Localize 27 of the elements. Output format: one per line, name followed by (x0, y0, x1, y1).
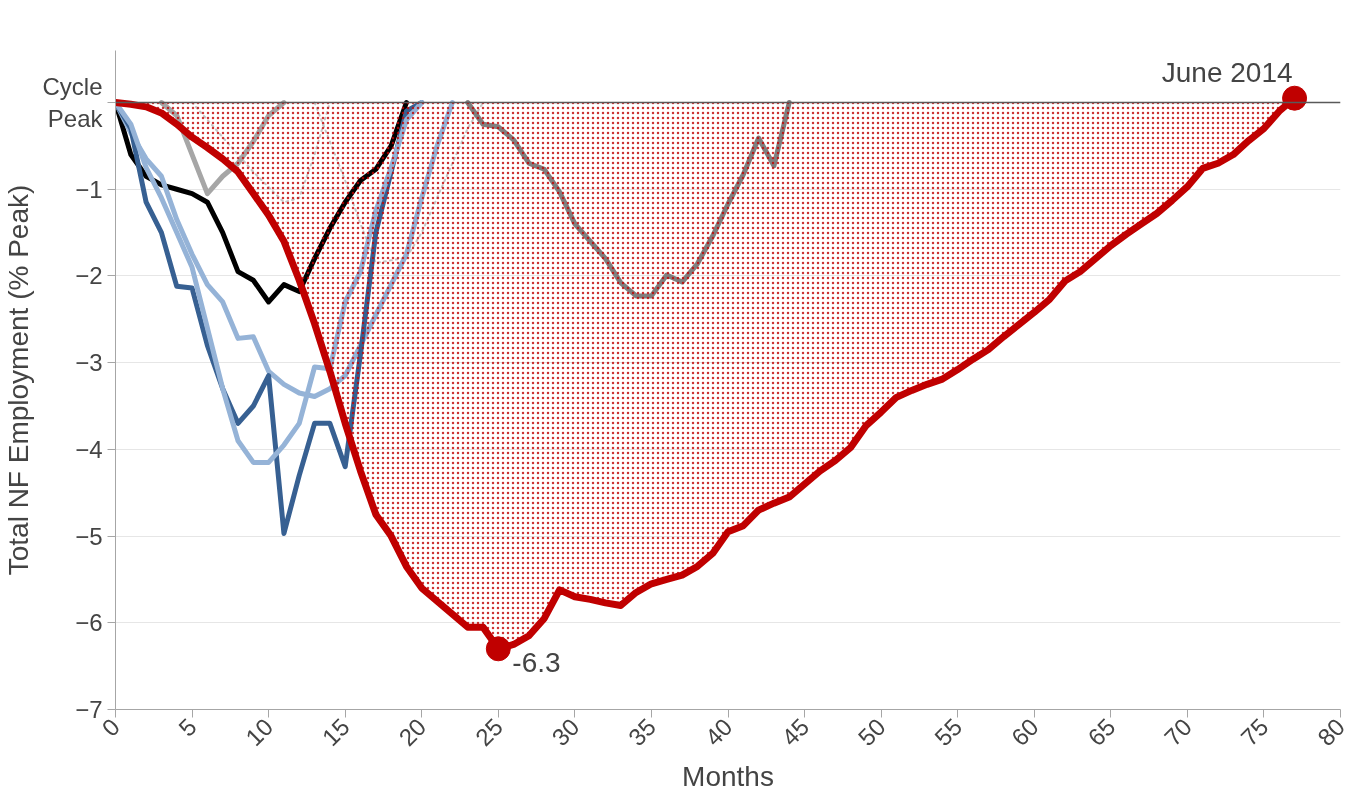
x-tick-label: 30 (546, 712, 585, 751)
x-tick-label: 10 (240, 712, 279, 751)
y-axis-title: Total NF Employment (% Peak) (3, 184, 35, 576)
annotation: June 2014 (1161, 57, 1293, 89)
x-tick-label: 80 (1312, 712, 1351, 751)
x-tick-label: 20 (393, 712, 432, 751)
x-tick-label: 35 (623, 712, 661, 751)
x-tick-label: 55 (929, 712, 968, 751)
x-tick-label: 45 (776, 712, 815, 751)
x-tick-label: 50 (852, 712, 891, 751)
y-tick-label: −4 (75, 435, 103, 463)
x-tick-label: 75 (1235, 712, 1274, 751)
x-tick-label: 15 (316, 712, 355, 751)
x-tick-label: 60 (1005, 712, 1044, 751)
y-tick-label: −3 (75, 349, 103, 377)
x-tick-label: 65 (1082, 712, 1121, 751)
annotation: -6.3 (512, 646, 561, 678)
x-axis-title: Months (682, 761, 774, 793)
y-tick-label: Cycle Peak (42, 72, 104, 133)
x-tick-label: 25 (469, 712, 508, 751)
x-tick-label: 40 (699, 712, 738, 751)
y-tick-label: −1 (75, 175, 103, 203)
y-tick-label: −2 (75, 262, 103, 290)
x-tick-label: 5 (173, 712, 202, 742)
y-tick-label: −5 (75, 522, 103, 550)
x-tick-label: 70 (1158, 712, 1197, 751)
y-tick-label: −6 (75, 609, 103, 637)
